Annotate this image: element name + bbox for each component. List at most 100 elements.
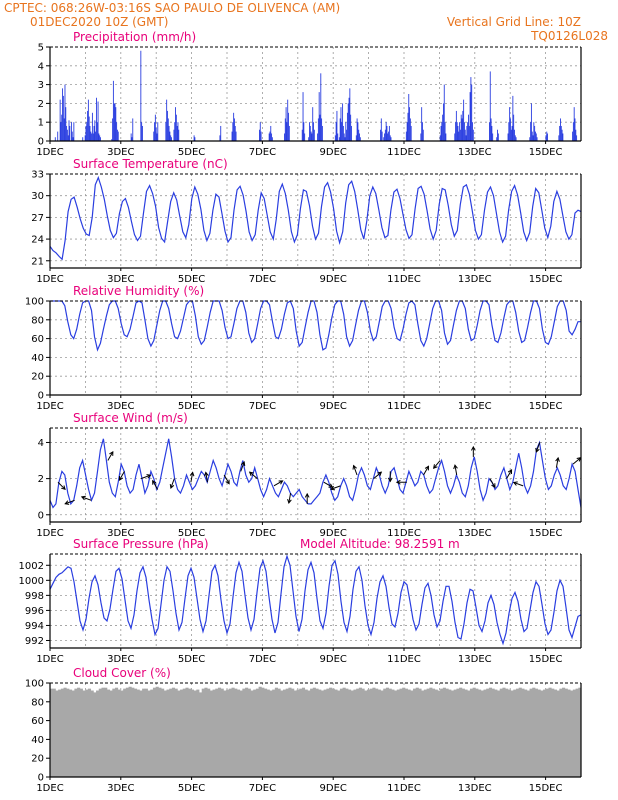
cloud-bar [166,689,170,777]
cloud-bar [437,690,441,777]
precip-bar [512,95,514,141]
precip-bar [114,103,116,141]
precip-bar [509,118,511,141]
pressure-title: Surface Pressure (hPa) [73,537,209,551]
precip-bar [87,99,89,141]
cloud-bar [123,688,127,777]
y-tick-label: 1000 [19,576,44,587]
wind-arrow [240,461,245,472]
cloud-bar [150,689,154,777]
precip-bar [347,103,349,141]
precip-bar [454,133,456,141]
precip-bar [359,133,360,141]
cloud-bar [434,689,438,777]
wind-arrow-head [507,469,513,474]
wind-arrow-head [64,500,70,505]
precip-bar [492,133,494,141]
precip-bar [514,129,515,141]
precip-bar [141,122,143,141]
precip-bar [284,118,286,141]
cloud-bar [209,690,213,777]
cloud-bar [318,689,322,777]
precip-bar [302,92,304,141]
precip-bar [303,122,305,141]
precip-bar [321,125,323,141]
y-tick-label: 80 [31,697,44,708]
precip-bar [510,129,512,141]
precip-bar [351,125,352,141]
precip-bar [91,133,93,141]
cloud-bar [82,690,86,777]
header-grid-line: Vertical Grid Line: 10Z [447,15,581,29]
precip-bar [410,125,412,141]
cloud-bar [142,688,146,777]
precip-bar [574,118,576,141]
precip-bar [309,122,310,141]
precip-bar [463,122,465,141]
precip-bar [233,118,235,141]
wind-arrow [454,465,458,476]
precip-bar [321,118,323,141]
precip-bar [310,131,312,141]
precip-bar [497,133,499,141]
cloud-bar [234,688,238,777]
cloud-bar [345,688,349,777]
wind-arrow [190,472,194,483]
wind-arrow-head [424,465,430,471]
cloud-bar [461,688,465,777]
precip-bar [66,125,68,141]
cloud-bar [55,690,59,777]
cloud-bar [518,687,522,777]
cloud-bar [87,688,92,777]
humidity-title: Relative Humidity (%) [73,284,204,298]
cloud-bar [429,687,433,777]
precip-bar [96,122,98,141]
x-tick-label: 3DEC [107,274,134,285]
precip-bar [340,107,342,141]
x-tick-label: 15DEC [529,401,563,412]
wind-arrow [323,481,333,488]
cloud-bar [510,690,514,777]
cloud-bar [196,689,200,777]
precip-bar [154,122,156,141]
x-tick-label: 5DEC [178,654,205,665]
y-tick-label: 20 [31,754,44,765]
cloud-bar [223,690,227,777]
cloud-bar [171,687,176,777]
cloud-bar [291,688,295,777]
cloud-bar [155,686,159,777]
precip-bar [422,122,423,141]
precip-bar [496,137,498,141]
precip-bar [220,125,222,141]
precip-bar [116,129,118,141]
precip-bar [157,122,159,141]
x-tick-label: 11DEC [387,401,421,412]
precip-bar [441,122,443,141]
wind-arrow-head [225,479,230,485]
precip-bar [355,135,357,141]
x-tick-label: 9DEC [320,783,347,794]
cloud-bar [131,687,135,777]
precip-bar [455,122,457,141]
cloud-bar [521,688,525,777]
cloud-bar [247,688,251,777]
precip-bar [509,107,511,141]
y-tick-label: 20 [31,372,44,383]
precip-bar [530,103,532,141]
cloud-bar [120,690,124,777]
x-tick-label: 11DEC [387,274,421,285]
precip-bar [97,101,99,141]
precip-bar [455,110,457,141]
precip-bar [259,122,261,141]
x-tick-label: 13DEC [458,274,492,285]
precip-bar [471,84,473,141]
precip-bar [349,88,351,141]
precip-bar [87,110,89,141]
precip-bar [336,110,338,141]
wind-arrow [506,469,512,479]
x-tick-label: 9DEC [320,274,347,285]
cloud-bar [136,689,140,777]
cloud-bar [90,690,94,777]
precip-bar [95,131,97,141]
precip-bar [531,131,533,141]
